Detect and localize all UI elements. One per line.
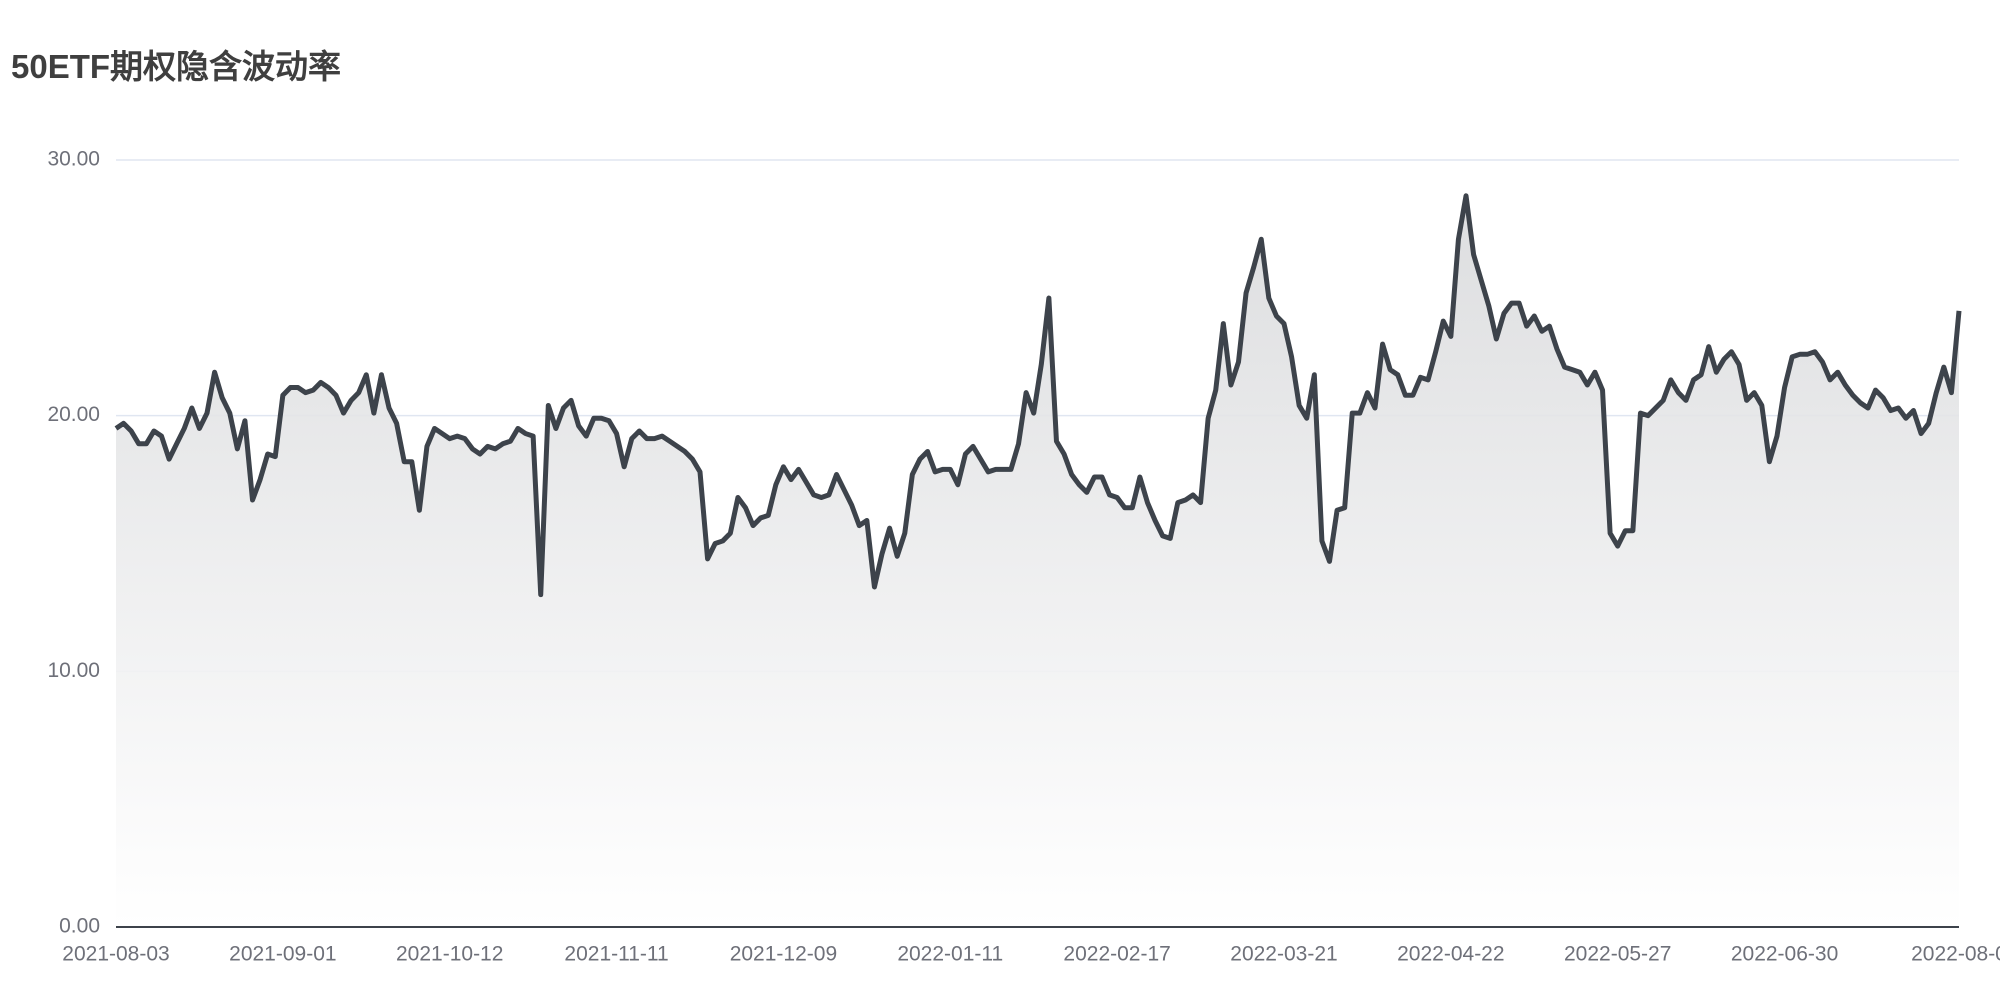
x-tick-label: 2021-12-09 <box>730 943 837 966</box>
x-tick-label: 2021-10-12 <box>396 943 503 966</box>
x-tick-label: 2022-04-22 <box>1397 943 1504 966</box>
x-tick-label: 2022-05-27 <box>1564 943 1671 966</box>
x-tick-label: 2022-02-17 <box>1063 943 1170 966</box>
x-tick-label: 2022-08-0 <box>1911 943 2000 966</box>
y-tick-label: 30.00 <box>47 148 100 171</box>
x-tick-label: 2021-08-03 <box>62 943 169 966</box>
chart-title: 50ETF期权隐含波动率 <box>11 48 341 85</box>
y-tick-label: 10.00 <box>47 659 100 682</box>
x-tick-label: 2021-09-01 <box>229 943 336 966</box>
area <box>116 195 1959 928</box>
x-tick-label: 2022-06-30 <box>1731 943 1838 966</box>
y-tick-label: 0.00 <box>59 915 100 938</box>
x-tick-label: 2021-11-11 <box>564 943 668 966</box>
x-tick-label: 2022-03-21 <box>1230 943 1337 966</box>
y-tick-label: 20.00 <box>47 403 100 426</box>
x-tick-label: 2022-01-11 <box>897 943 1003 966</box>
line <box>114 193 1962 598</box>
